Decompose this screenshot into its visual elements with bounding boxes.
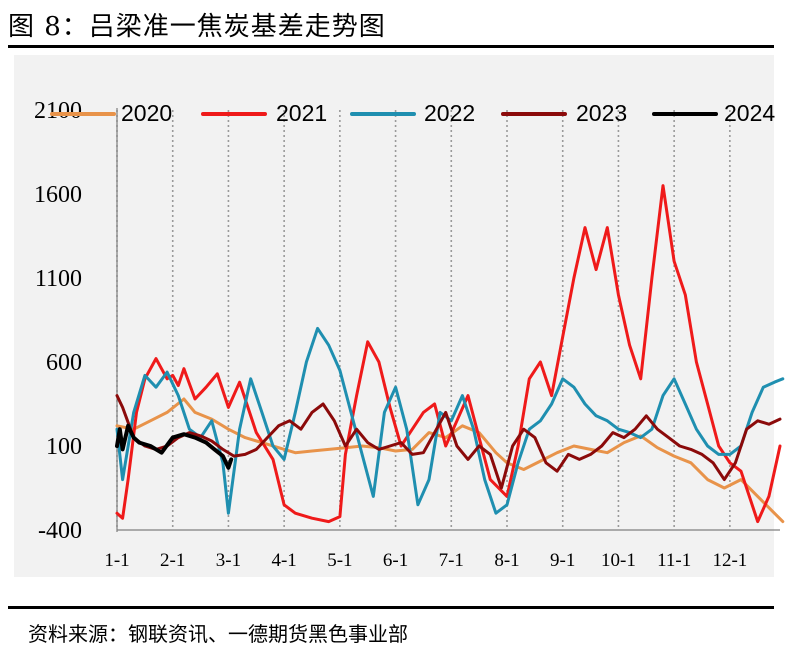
legend-label-2021: 2021 (276, 100, 327, 126)
x-tick-label: 3-1 (216, 550, 241, 571)
bottom-rule (8, 606, 774, 609)
y-tick-label: 600 (46, 350, 82, 376)
x-tick-label: 5-1 (327, 550, 352, 571)
x-tick-label: 11-1 (657, 550, 691, 571)
x-tick-label: 6-1 (383, 550, 408, 571)
y-tick-label: 2100 (34, 98, 82, 124)
legend-label-2022: 2022 (424, 100, 475, 126)
x-tick-label: 7-1 (439, 550, 464, 571)
x-tick-label: 9-1 (550, 550, 575, 571)
series-line-2023 (115, 394, 782, 490)
y-tick-label: 100 (46, 434, 82, 460)
source-note: 资料来源：钢联资讯、一德期货黑色事业部 (28, 622, 408, 646)
legend-label-2020: 2020 (121, 100, 172, 126)
x-tick-label: 2-1 (160, 550, 185, 571)
series-line-2020 (115, 397, 785, 524)
series-line-2024 (115, 423, 234, 470)
y-tick-label: -400 (38, 518, 82, 544)
chart-title: 图 8：吕梁准一焦炭基差走势图 (8, 12, 386, 42)
y-tick-label: 1600 (34, 182, 82, 208)
legend-label-2023: 2023 (576, 100, 627, 126)
x-tick-label: 8-1 (494, 550, 519, 571)
y-tick-label: 1100 (35, 266, 82, 292)
x-tick-label: 12-1 (712, 550, 747, 571)
top-rule (8, 45, 774, 48)
legend-label-2024: 2024 (724, 100, 775, 126)
x-tick-label: 1-1 (104, 550, 129, 571)
series-line-2021 (115, 184, 782, 524)
x-tick-label: 4-1 (271, 550, 296, 571)
x-tick-label: 10-1 (601, 550, 636, 571)
